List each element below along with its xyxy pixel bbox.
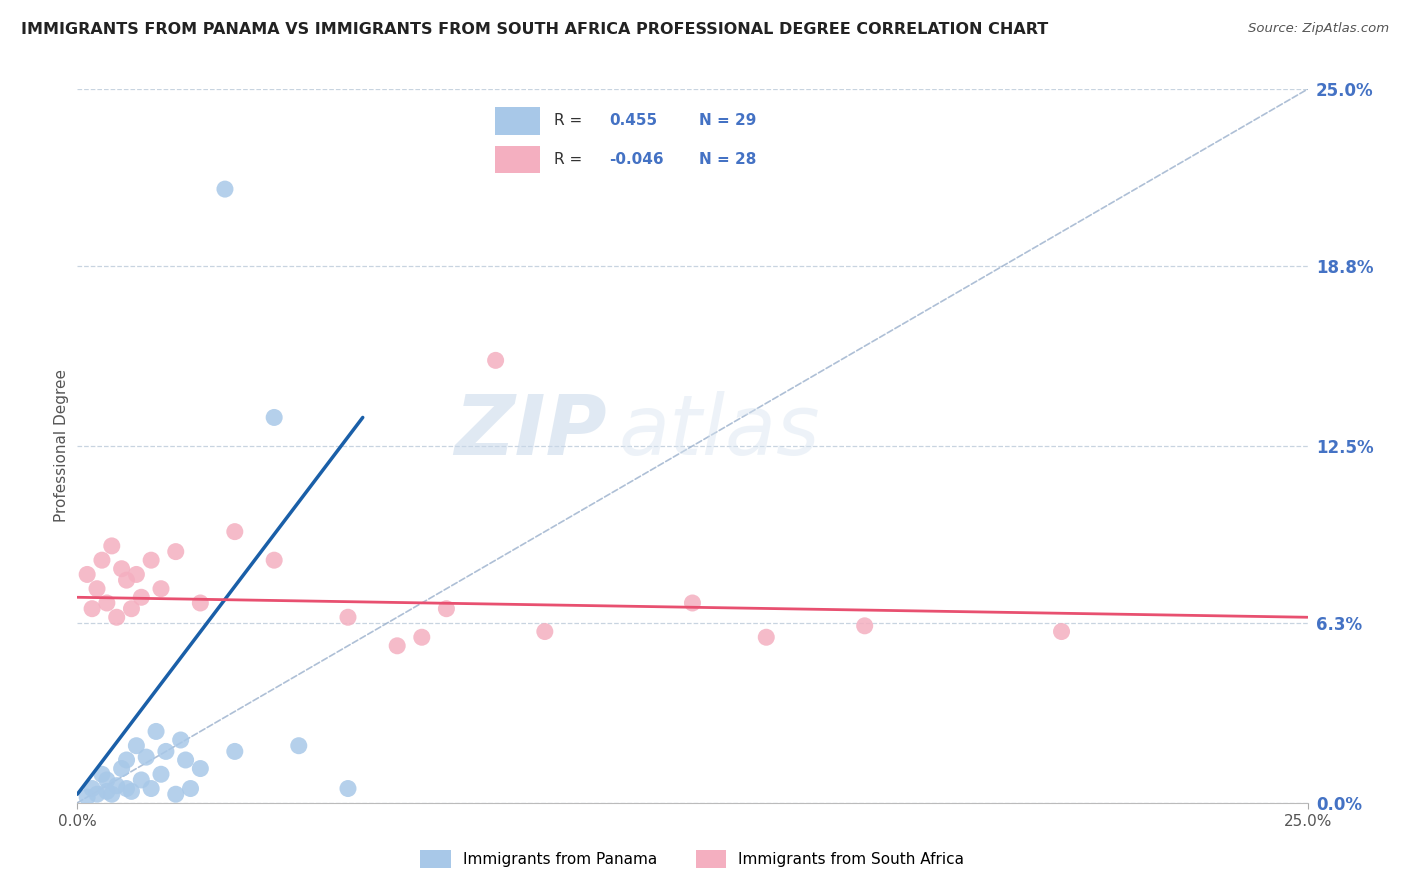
- Point: [190, 596, 212, 610]
- Point: [115, 753, 138, 767]
- Point: [190, 762, 212, 776]
- Legend: Immigrants from Panama, Immigrants from South Africa: Immigrants from Panama, Immigrants from …: [415, 844, 970, 873]
- Text: R =: R =: [554, 152, 582, 167]
- Point: [1050, 624, 1073, 639]
- Point: [755, 630, 778, 644]
- Text: N = 28: N = 28: [699, 152, 756, 167]
- Point: [436, 601, 458, 615]
- Text: atlas: atlas: [619, 392, 820, 472]
- Text: 0.455: 0.455: [609, 113, 657, 128]
- Point: [125, 739, 148, 753]
- Text: IMMIGRANTS FROM PANAMA VS IMMIGRANTS FROM SOUTH AFRICA PROFESSIONAL DEGREE CORRE: IMMIGRANTS FROM PANAMA VS IMMIGRANTS FRO…: [21, 22, 1049, 37]
- Point: [682, 596, 704, 610]
- Point: [82, 781, 104, 796]
- Point: [141, 553, 163, 567]
- Point: [125, 567, 148, 582]
- Point: [534, 624, 557, 639]
- Text: R =: R =: [554, 113, 582, 128]
- Point: [145, 724, 167, 739]
- Point: [115, 781, 138, 796]
- Point: [121, 784, 143, 798]
- Text: ZIP: ZIP: [454, 392, 606, 472]
- Point: [180, 781, 202, 796]
- Point: [86, 787, 108, 801]
- Point: [96, 772, 118, 787]
- Point: [165, 787, 187, 801]
- Point: [86, 582, 108, 596]
- Point: [105, 610, 128, 624]
- Point: [337, 781, 360, 796]
- Point: [111, 562, 134, 576]
- Point: [96, 784, 118, 798]
- Point: [121, 601, 143, 615]
- Point: [101, 539, 124, 553]
- Point: [90, 553, 114, 567]
- FancyBboxPatch shape: [495, 107, 540, 135]
- Y-axis label: Professional Degree: Professional Degree: [53, 369, 69, 523]
- Point: [96, 596, 118, 610]
- Point: [288, 739, 311, 753]
- Point: [263, 553, 285, 567]
- Point: [105, 779, 128, 793]
- Point: [115, 573, 138, 587]
- Point: [387, 639, 409, 653]
- Point: [224, 744, 246, 758]
- Point: [76, 790, 98, 805]
- Point: [174, 753, 197, 767]
- Point: [131, 591, 153, 605]
- Text: N = 29: N = 29: [699, 113, 756, 128]
- Point: [165, 544, 187, 558]
- Point: [150, 582, 173, 596]
- Point: [337, 610, 360, 624]
- Point: [170, 733, 193, 747]
- Point: [150, 767, 173, 781]
- Point: [141, 781, 163, 796]
- Point: [155, 744, 177, 758]
- Point: [111, 762, 134, 776]
- Point: [135, 750, 157, 764]
- Text: Source: ZipAtlas.com: Source: ZipAtlas.com: [1249, 22, 1389, 36]
- Point: [263, 410, 285, 425]
- Point: [90, 767, 114, 781]
- Point: [224, 524, 246, 539]
- FancyBboxPatch shape: [495, 145, 540, 173]
- Point: [82, 601, 104, 615]
- Point: [411, 630, 433, 644]
- Point: [853, 619, 876, 633]
- Point: [76, 567, 98, 582]
- Point: [214, 182, 236, 196]
- Point: [101, 787, 124, 801]
- Text: -0.046: -0.046: [609, 152, 664, 167]
- Point: [485, 353, 508, 368]
- Point: [131, 772, 153, 787]
